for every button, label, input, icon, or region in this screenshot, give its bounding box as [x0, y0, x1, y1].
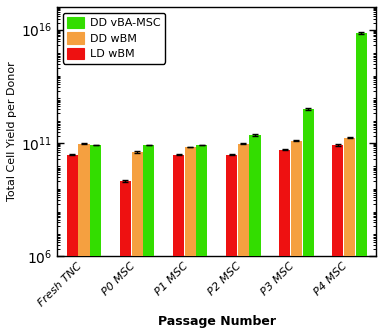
- Bar: [332, 145, 344, 335]
- Bar: [196, 145, 208, 335]
- Legend: DD vBA-MSC, DD wBM, LD wBM: DD vBA-MSC, DD wBM, LD wBM: [63, 12, 165, 64]
- Bar: [303, 109, 314, 335]
- Bar: [291, 141, 302, 335]
- X-axis label: Passage Number: Passage Number: [158, 315, 276, 328]
- Bar: [120, 181, 131, 335]
- Bar: [79, 144, 90, 335]
- Bar: [143, 145, 154, 335]
- Bar: [238, 144, 249, 335]
- Bar: [226, 154, 237, 335]
- Bar: [131, 152, 142, 335]
- Bar: [185, 147, 196, 335]
- Bar: [344, 137, 355, 335]
- Bar: [356, 33, 367, 335]
- Bar: [249, 135, 260, 335]
- Bar: [90, 145, 101, 335]
- Bar: [279, 149, 290, 335]
- Y-axis label: Total Cell Yield per Donor: Total Cell Yield per Donor: [7, 62, 17, 201]
- Bar: [67, 154, 78, 335]
- Bar: [173, 154, 184, 335]
